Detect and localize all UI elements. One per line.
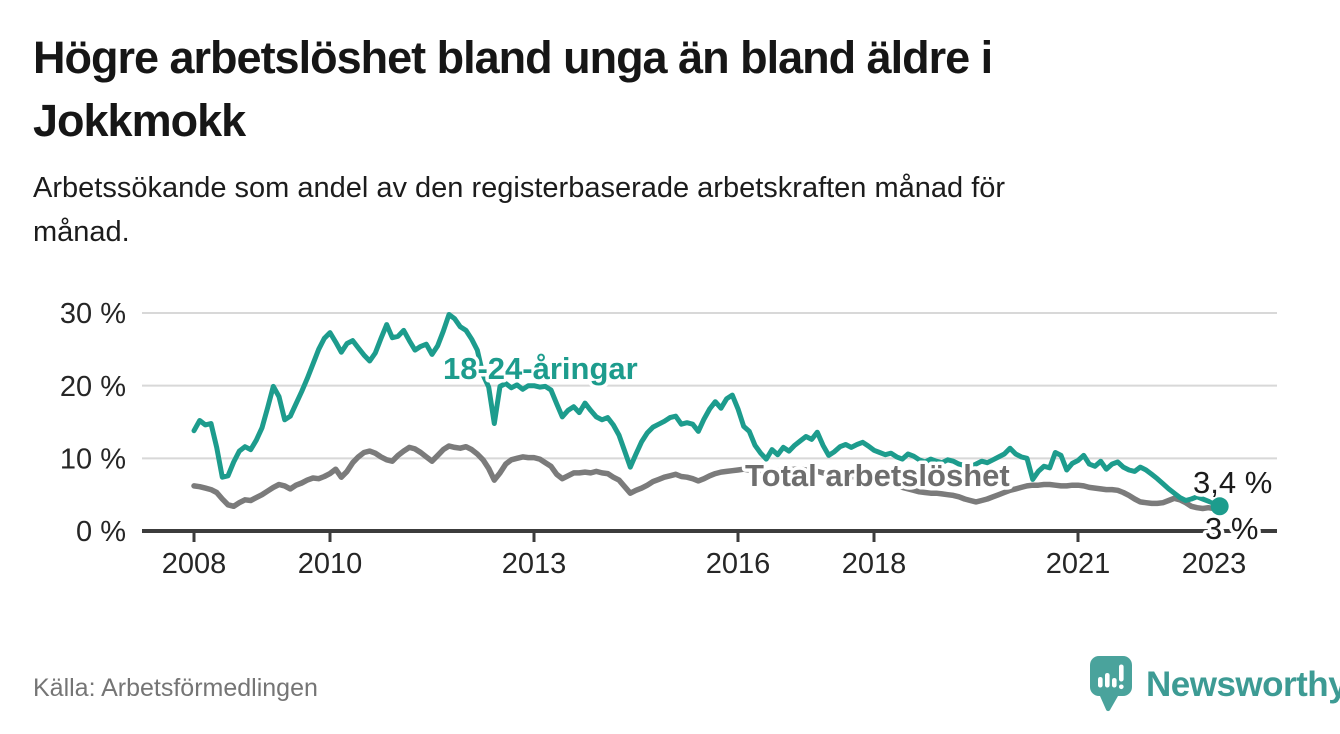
y-axis-tick-label: 10 % <box>60 443 126 475</box>
x-axis-tick-label: 2013 <box>502 548 567 580</box>
series-end-marker-youth <box>1210 497 1229 516</box>
chart-subtitle-line-2: månad. <box>33 216 130 248</box>
source-label: Källa: Arbetsförmedlingen <box>33 674 318 702</box>
series-label-total: Total arbetslöshet <box>745 458 1010 493</box>
y-axis-tick-label: 20 % <box>60 371 126 403</box>
newsworthy-logo-text: Newsworthy <box>1146 665 1340 704</box>
x-axis-tick-label: 2016 <box>706 548 771 580</box>
end-value-label-total: 3 % <box>1205 511 1258 546</box>
x-axis-tick-label: 2023 <box>1182 548 1247 580</box>
y-axis-tick-label: 0 % <box>76 516 126 548</box>
x-axis-tick-label: 2008 <box>162 548 227 580</box>
page-title: Högre arbetslöshet bland unga än bland ä… <box>33 26 1203 152</box>
series-line-total <box>191 443 1223 512</box>
chart-subtitle: Arbetssökande som andel av den registerb… <box>33 166 1253 254</box>
bar-chart-speech-bubble-icon <box>1090 656 1132 712</box>
x-axis-tick-label: 2010 <box>298 548 363 580</box>
series-label-youth: 18-24-åringar <box>443 351 638 386</box>
x-axis-tick-label: 2021 <box>1046 548 1111 580</box>
page-title-line-2: Jokkmokk <box>33 95 246 146</box>
series-line-youth <box>191 312 1223 509</box>
newsworthy-logo: Newsworthy <box>1090 656 1340 716</box>
x-axis-tick-label: 2018 <box>842 548 907 580</box>
y-axis-tick-label: 30 % <box>60 298 126 330</box>
chart-subtitle-line-1: Arbetssökande som andel av den registerb… <box>33 172 1006 204</box>
page-title-line-1: Högre arbetslöshet bland unga än bland ä… <box>33 32 993 83</box>
end-value-label-youth: 3,4 % <box>1193 465 1272 500</box>
